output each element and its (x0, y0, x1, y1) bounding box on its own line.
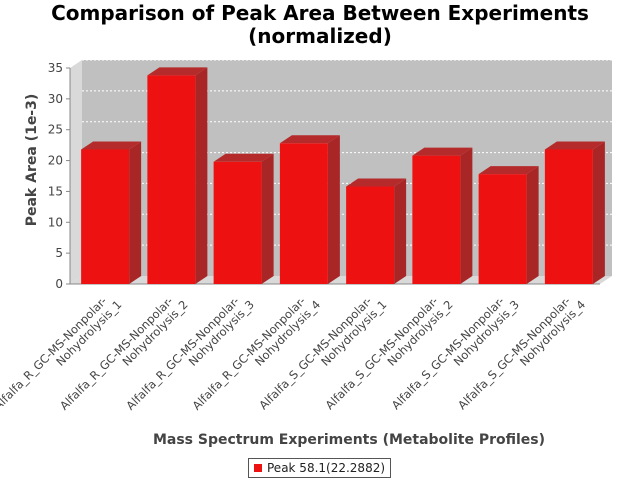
bar-side (261, 153, 274, 284)
y-tick-label: 20 (48, 154, 63, 168)
bar-side (460, 147, 473, 284)
bar-front (346, 186, 395, 284)
bar-side (394, 178, 407, 284)
bar-top (544, 141, 605, 150)
bar (412, 147, 473, 284)
bar-top (279, 135, 340, 144)
bar-front (147, 75, 196, 284)
chart-title-line-2: (normalized) (248, 24, 392, 48)
chart-title-line-1: Comparison of Peak Area Between Experime… (51, 1, 589, 25)
bar-front (279, 143, 328, 284)
bar-top (147, 67, 208, 76)
y-tick-labels: 0 5 10 15 20 25 30 35 (48, 61, 63, 291)
bar (478, 166, 539, 284)
bar-top (478, 166, 539, 175)
y-tick-label: 0 (55, 277, 63, 291)
x-tick-label: Alfalfa_S_GC-MS-Nonpolar-Nohydrolysis_4 (455, 288, 588, 421)
bar-side (526, 166, 539, 284)
y-tick-label: 30 (48, 92, 63, 106)
legend-label: Peak 58.1(22.2882) (267, 461, 386, 475)
y-tick-label: 15 (48, 184, 63, 198)
legend: Peak 58.1(22.2882) (248, 458, 392, 478)
bar-front (412, 155, 461, 284)
bar-top (346, 178, 407, 187)
y-tick-label: 35 (48, 61, 63, 75)
x-tick-labels: Alfalfa_R_GC-MS-Nonpolar-Nohydrolysis_1A… (0, 288, 588, 421)
legend-swatch (254, 464, 262, 472)
plot-floor (70, 276, 612, 284)
bar-top (81, 141, 142, 150)
bar-top (213, 153, 274, 162)
bar-top (412, 147, 473, 156)
x-tick-label-line: Alfalfa_R_GC-MS-Nonpolar- (0, 294, 110, 413)
bar-front (478, 174, 527, 284)
y-tick-label: 5 (55, 246, 63, 260)
x-axis-title: Mass Spectrum Experiments (Metabolite Pr… (153, 432, 545, 448)
y-tick-label: 10 (48, 215, 63, 229)
bar (279, 135, 340, 284)
bar (544, 141, 605, 284)
bar (147, 67, 208, 284)
bar-front (544, 149, 593, 284)
bar-front (81, 149, 130, 284)
bar (346, 178, 407, 284)
chart-title: Comparison of Peak Area Between Experime… (0, 2, 640, 48)
plot-left-wall (70, 60, 82, 284)
bar-side (592, 141, 605, 284)
bar-side (129, 141, 142, 284)
bar (81, 141, 142, 284)
bars (81, 67, 605, 284)
bar-side (195, 67, 208, 284)
bar-side (327, 135, 340, 284)
bar-front (213, 161, 262, 284)
bar (213, 153, 274, 284)
y-tick-label: 25 (48, 123, 63, 137)
y-axis-title: Peak Area (1e-3) (24, 94, 40, 227)
